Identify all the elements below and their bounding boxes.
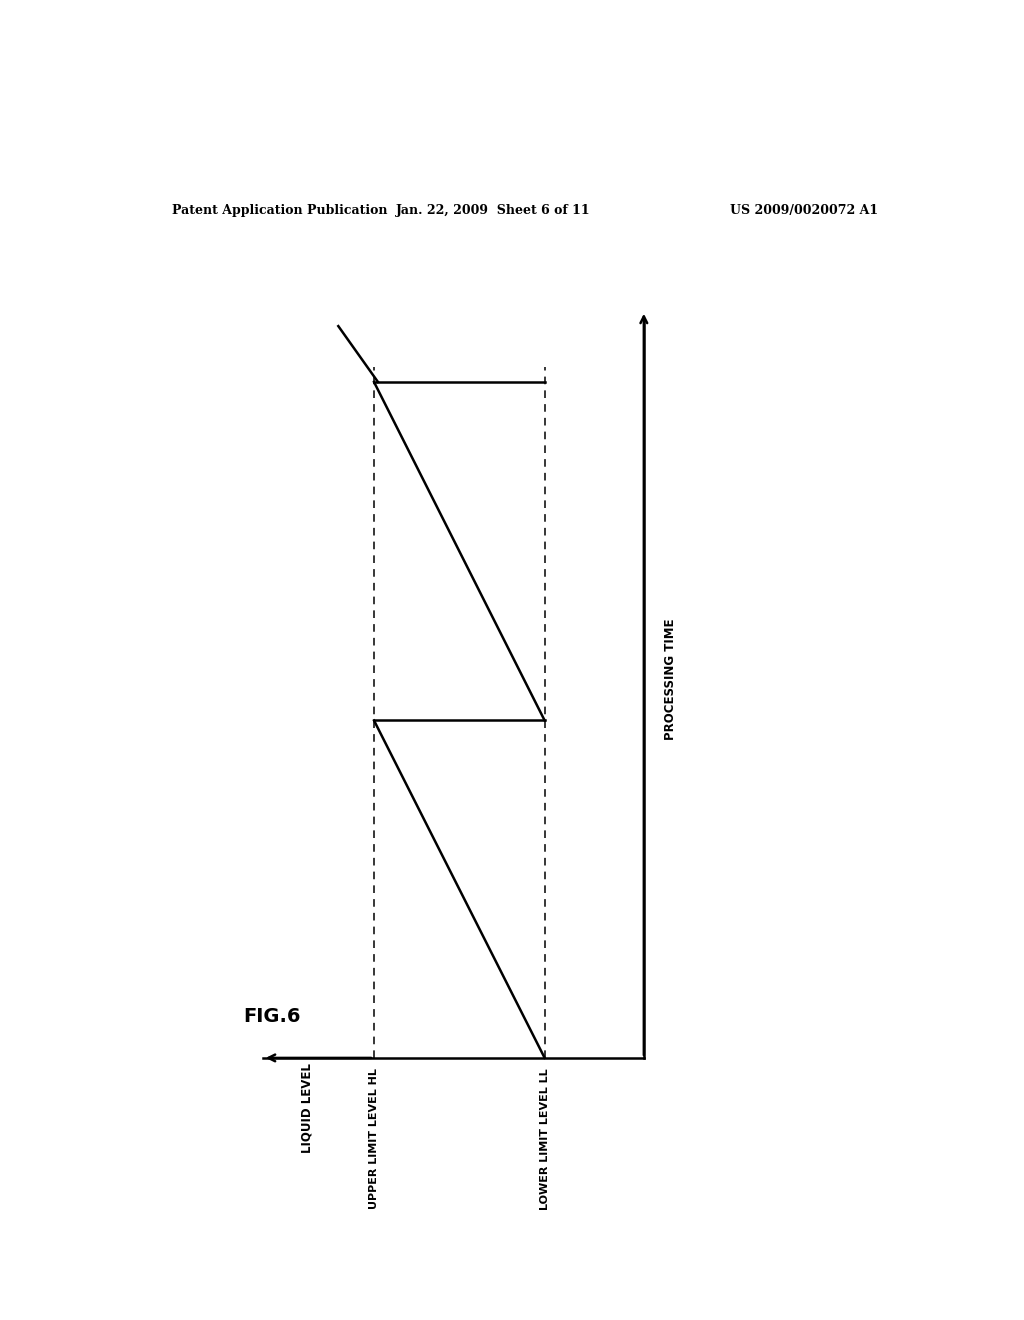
Text: PROCESSING TIME: PROCESSING TIME xyxy=(664,619,677,741)
Text: LIQUID LEVEL: LIQUID LEVEL xyxy=(300,1063,313,1152)
Text: UPPER LIMIT LEVEL HL: UPPER LIMIT LEVEL HL xyxy=(369,1068,379,1209)
Text: Patent Application Publication: Patent Application Publication xyxy=(172,205,387,216)
Text: LOWER LIMIT LEVEL LL: LOWER LIMIT LEVEL LL xyxy=(540,1068,550,1209)
Text: Jan. 22, 2009  Sheet 6 of 11: Jan. 22, 2009 Sheet 6 of 11 xyxy=(395,205,591,216)
Text: FIG.6: FIG.6 xyxy=(243,1007,301,1026)
Text: US 2009/0020072 A1: US 2009/0020072 A1 xyxy=(730,205,878,216)
